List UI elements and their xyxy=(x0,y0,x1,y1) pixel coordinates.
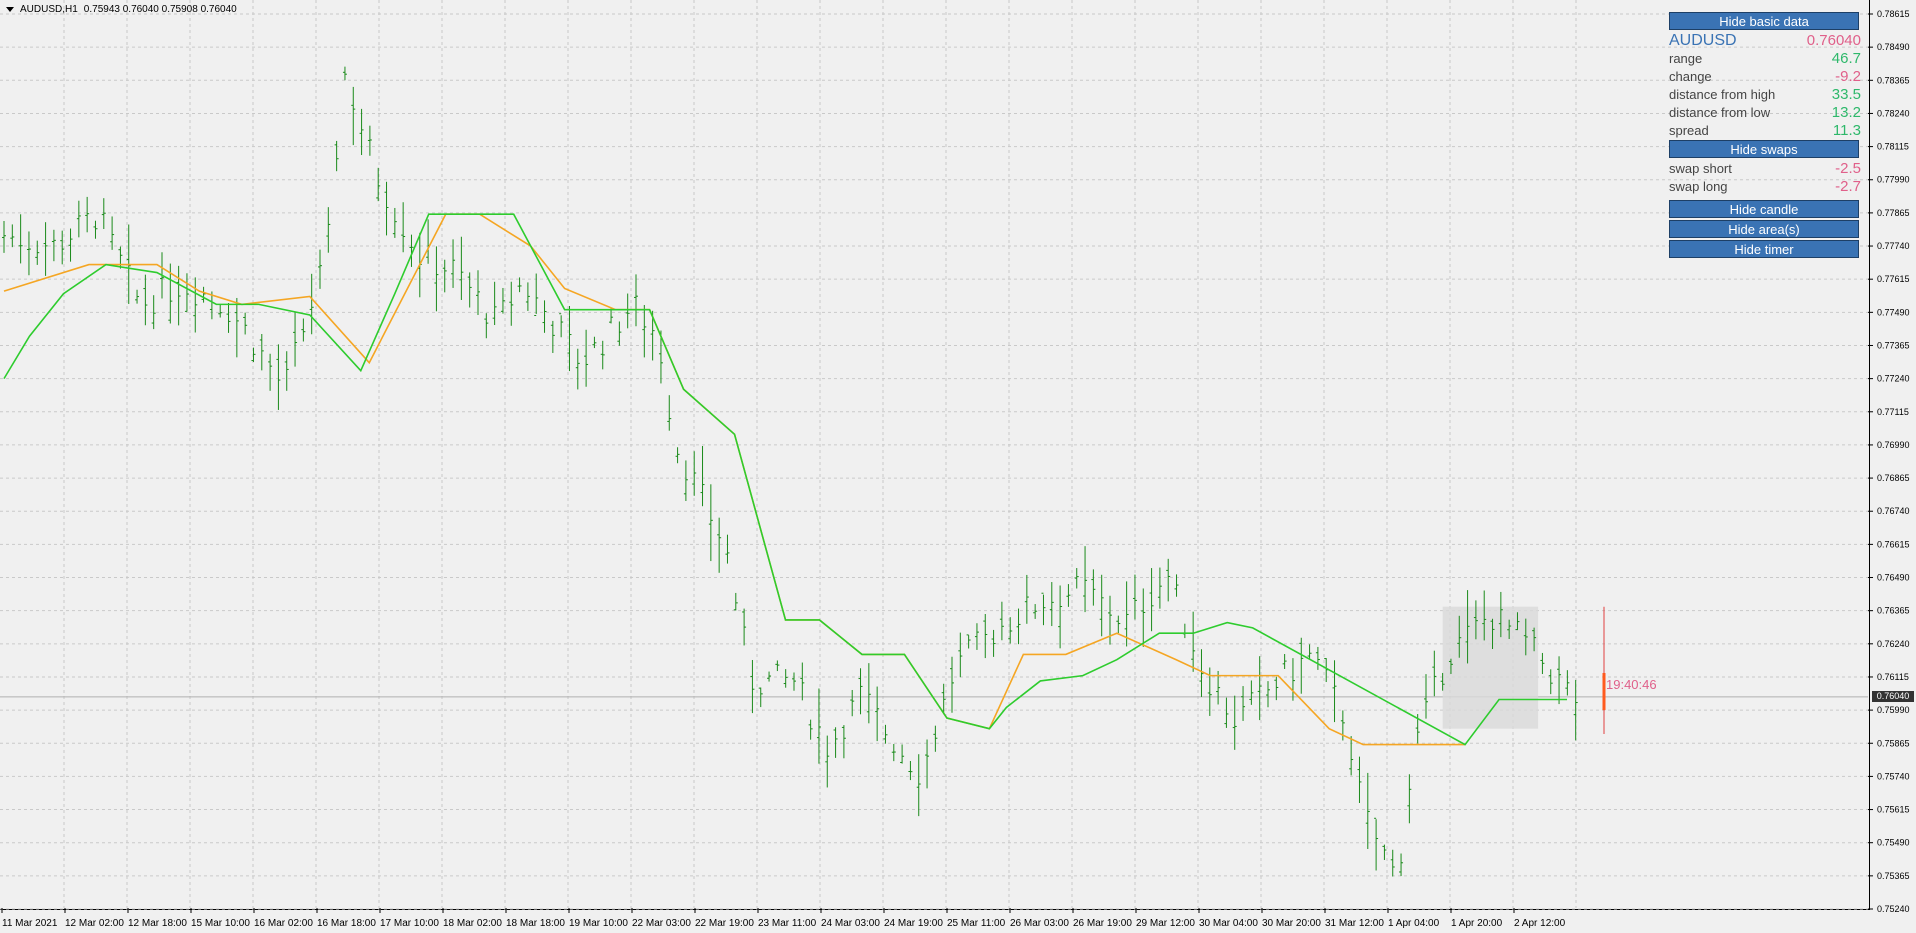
y-tick-label: 0.76865 xyxy=(1877,473,1910,483)
basic-data-label: spread xyxy=(1669,123,1709,138)
x-tick-label: 17 Mar 10:00 xyxy=(380,918,439,929)
x-tick-label: 22 Mar 19:00 xyxy=(695,918,754,929)
y-tick-label: 0.75865 xyxy=(1877,738,1910,748)
x-tick-label: 11 Mar 2021 xyxy=(2,918,58,929)
y-tick-label: 0.77365 xyxy=(1877,340,1910,350)
y-tick-label: 0.75365 xyxy=(1877,871,1910,881)
swap-row: swap long -2.7 xyxy=(1669,178,1861,196)
basic-data-rows: range 46.7 change -9.2 distance from high 33.… xyxy=(1669,50,1861,140)
y-tick-label: 0.76615 xyxy=(1877,539,1910,549)
basic-data-row: range 46.7 xyxy=(1669,50,1861,68)
y-tick-label: 0.78490 xyxy=(1877,42,1910,52)
y-tick-label: 0.78365 xyxy=(1877,75,1910,85)
x-tick-label: 18 Mar 02:00 xyxy=(443,918,502,929)
swap-value: -2.7 xyxy=(1835,178,1861,195)
x-tick-label: 24 Mar 03:00 xyxy=(821,918,880,929)
x-tick-label: 16 Mar 18:00 xyxy=(317,918,376,929)
x-tick-label: 18 Mar 18:00 xyxy=(506,918,565,929)
panel-price: 0.76040 xyxy=(1806,32,1861,49)
x-tick-label: 26 Mar 03:00 xyxy=(1010,918,1069,929)
candle-timer: 19:40:46 xyxy=(1606,677,1657,692)
x-tick-label: 19 Mar 10:00 xyxy=(569,918,628,929)
x-tick-label: 12 Mar 02:00 xyxy=(65,918,124,929)
y-tick-label: 0.77115 xyxy=(1877,407,1909,417)
x-tick-label: 26 Mar 19:00 xyxy=(1073,918,1132,929)
resistance-line xyxy=(3,213,1466,746)
basic-data-value: 33.5 xyxy=(1831,86,1861,103)
y-tick-label: 0.77740 xyxy=(1877,241,1910,251)
panel-symbol: AUDUSD xyxy=(1669,32,1737,49)
y-tick-label: 0.77615 xyxy=(1877,274,1910,284)
y-tick-label: 0.75240 xyxy=(1877,904,1910,914)
x-tick-label: 22 Mar 03:00 xyxy=(632,918,691,929)
x-tick-label: 23 Mar 11:00 xyxy=(758,918,817,929)
y-tick-label: 0.75490 xyxy=(1877,838,1910,848)
x-tick-label: 30 Mar 04:00 xyxy=(1199,918,1258,929)
basic-data-label: distance from low xyxy=(1669,105,1771,120)
symbol-timeframe: AUDUSD,H1 xyxy=(20,4,78,15)
y-tick-label: 0.76990 xyxy=(1877,440,1910,450)
x-tick-label: 15 Mar 10:00 xyxy=(191,918,250,929)
x-tick-label: 1 Apr 04:00 xyxy=(1388,918,1440,929)
basic-data-value: 13.2 xyxy=(1831,104,1861,121)
hide-timer-button[interactable]: Hide timer xyxy=(1669,240,1859,258)
x-tick-label: 2 Apr 12:00 xyxy=(1514,918,1566,929)
x-tick-label: 29 Mar 12:00 xyxy=(1136,918,1195,929)
basic-data-label: range xyxy=(1669,51,1703,66)
basic-data-row: change -9.2 xyxy=(1669,68,1861,86)
y-tick-label: 0.78615 xyxy=(1877,9,1910,19)
timer-candle-body xyxy=(1602,672,1606,711)
swap-rows: swap short -2.5 swap long -2.7 xyxy=(1669,160,1861,196)
swap-row: swap short -2.5 xyxy=(1669,160,1861,178)
basic-data-value: 11.3 xyxy=(1832,122,1861,139)
basic-data-value: 46.7 xyxy=(1831,50,1861,67)
dropdown-triangle-icon[interactable] xyxy=(6,7,14,12)
symbol-row: AUDUSD 0.76040 xyxy=(1669,32,1861,50)
hide-swaps-button[interactable]: Hide swaps xyxy=(1669,140,1859,158)
x-tick-label: 31 Mar 12:00 xyxy=(1325,918,1384,929)
x-tick-label: 16 Mar 02:00 xyxy=(254,918,313,929)
x-tick-label: 1 Apr 20:00 xyxy=(1451,918,1503,929)
hide-areas-button[interactable]: Hide area(s) xyxy=(1669,220,1859,238)
y-tick-label: 0.78240 xyxy=(1877,108,1910,118)
y-tick-label: 0.77240 xyxy=(1877,374,1910,384)
basic-data-row: distance from low 13.2 xyxy=(1669,104,1861,122)
y-tick-label: 0.76115 xyxy=(1877,672,1909,682)
x-tick-label: 12 Mar 18:00 xyxy=(128,918,187,929)
y-tick-label: 0.76740 xyxy=(1877,506,1910,516)
basic-data-value: -9.2 xyxy=(1835,68,1861,85)
y-tick-label: 0.77490 xyxy=(1877,307,1910,317)
y-tick-label: 0.76490 xyxy=(1877,573,1910,583)
y-tick-label: 0.76365 xyxy=(1877,606,1910,616)
swap-label: swap long xyxy=(1669,179,1728,194)
basic-data-label: distance from high xyxy=(1669,87,1776,102)
y-tick-label: 0.75740 xyxy=(1877,771,1910,781)
basic-data-row: distance from high 33.5 xyxy=(1669,86,1861,104)
range-area-box xyxy=(1442,606,1539,729)
y-tick-label: 0.75615 xyxy=(1877,805,1910,815)
x-tick-label: 30 Mar 20:00 xyxy=(1262,918,1321,929)
basic-data-label: change xyxy=(1669,69,1712,84)
ohlc-values: 0.75943 0.76040 0.75908 0.76040 xyxy=(83,4,237,15)
y-tick-label: 0.77990 xyxy=(1877,175,1910,185)
y-tick-label: 0.76240 xyxy=(1877,639,1910,649)
hide-candle-button[interactable]: Hide candle xyxy=(1669,200,1859,218)
y-tick-label: 0.75990 xyxy=(1877,705,1910,715)
swap-label: swap short xyxy=(1669,161,1732,176)
chart-header: AUDUSD,H1 0.75943 0.76040 0.75908 0.7604… xyxy=(6,4,237,15)
basic-data-row: spread 11.3 xyxy=(1669,122,1861,140)
y-tick-label: 0.78115 xyxy=(1877,142,1909,152)
x-tick-label: 25 Mar 11:00 xyxy=(947,918,1006,929)
x-tick-label: 24 Mar 19:00 xyxy=(884,918,943,929)
current-price-tag: 0.76040 xyxy=(1872,690,1914,702)
hide-basic-data-button[interactable]: Hide basic data xyxy=(1669,12,1859,30)
swap-value: -2.5 xyxy=(1835,160,1861,177)
basic-data-panel: Hide basic data AUDUSD 0.76040 range 46.7… xyxy=(1669,12,1861,260)
y-tick-label: 0.77865 xyxy=(1877,208,1910,218)
support-line xyxy=(3,213,1568,746)
